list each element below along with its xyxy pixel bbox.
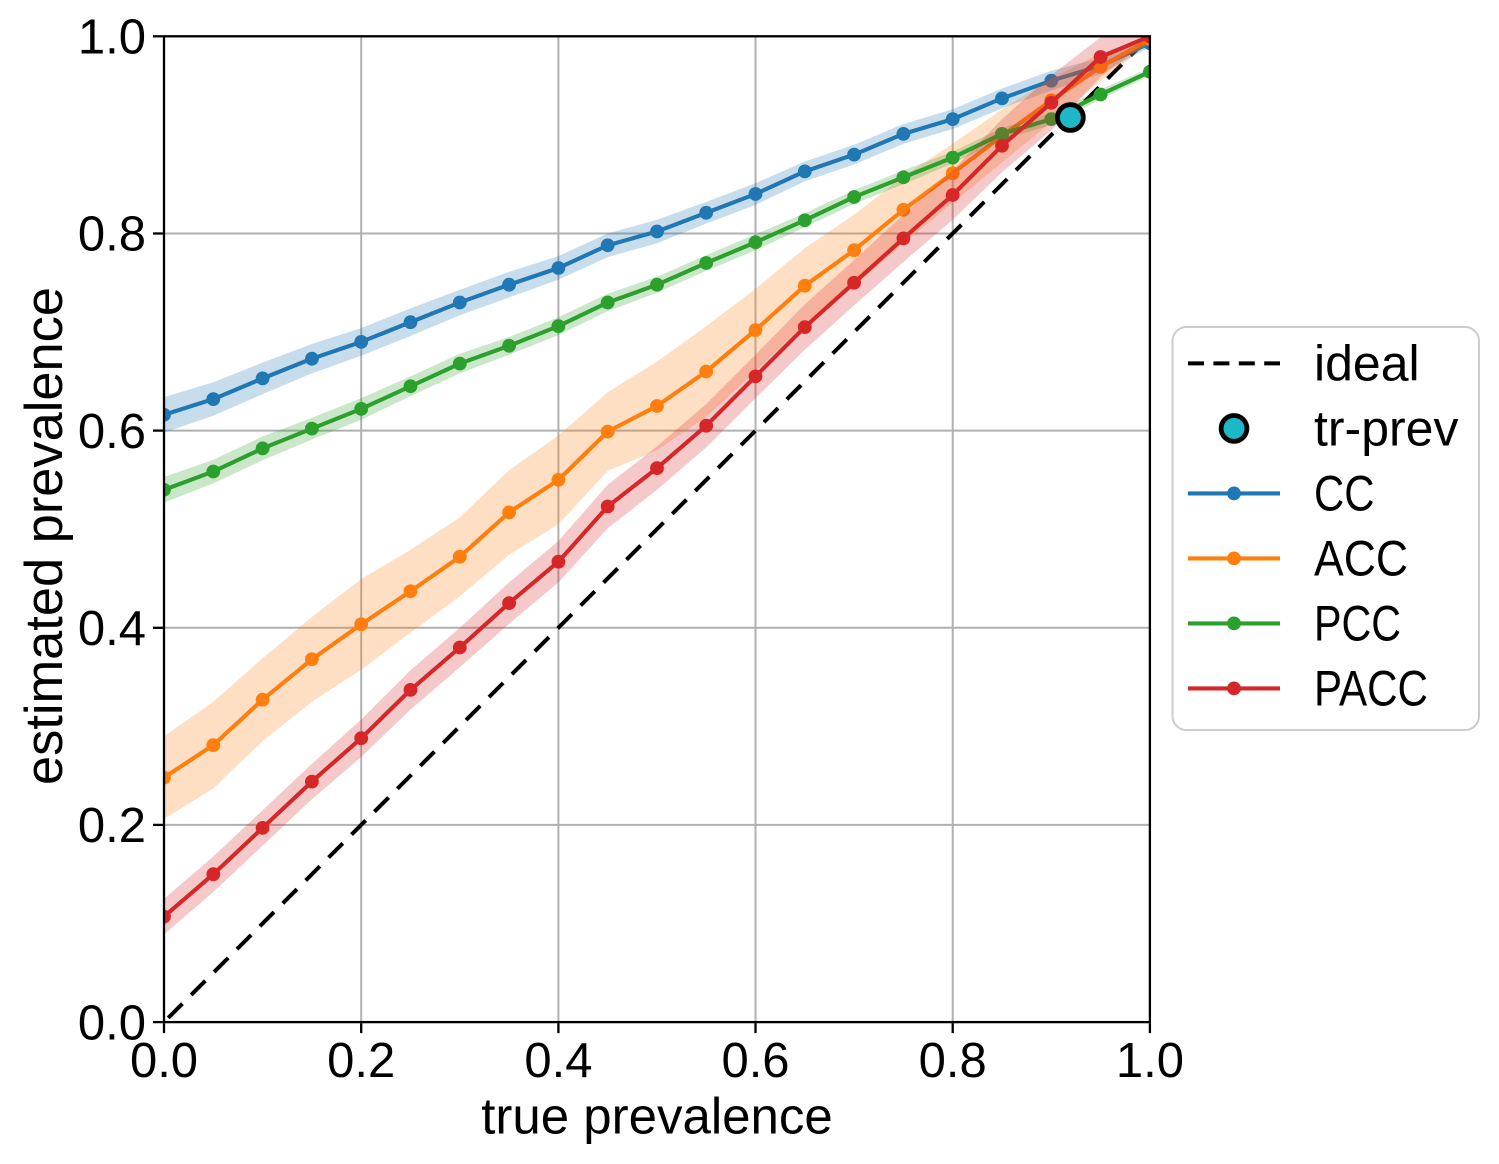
svg-text:0.0: 0.0 (78, 996, 146, 1050)
svg-text:0.8: 0.8 (919, 1034, 987, 1088)
svg-text:true prevalence: true prevalence (481, 1087, 833, 1144)
svg-text:ideal: ideal (1314, 335, 1420, 391)
svg-text:1.0: 1.0 (78, 11, 146, 65)
svg-text:PACC: PACC (1314, 660, 1428, 716)
svg-text:0.0: 0.0 (130, 1034, 198, 1088)
svg-text:0.2: 0.2 (327, 1034, 395, 1088)
svg-text:1.0: 1.0 (1116, 1034, 1184, 1088)
svg-text:tr-prev: tr-prev (1314, 400, 1458, 456)
svg-text:0.8: 0.8 (78, 208, 146, 262)
svg-text:CC: CC (1314, 465, 1375, 521)
svg-text:estimated prevalence: estimated prevalence (16, 287, 74, 785)
svg-text:0.4: 0.4 (524, 1034, 592, 1088)
svg-text:PCC: PCC (1314, 595, 1401, 651)
svg-text:0.6: 0.6 (78, 405, 146, 459)
svg-text:ACC: ACC (1314, 530, 1408, 586)
svg-text:0.6: 0.6 (721, 1034, 789, 1088)
svg-text:0.4: 0.4 (78, 602, 146, 656)
svg-text:0.2: 0.2 (78, 799, 146, 853)
